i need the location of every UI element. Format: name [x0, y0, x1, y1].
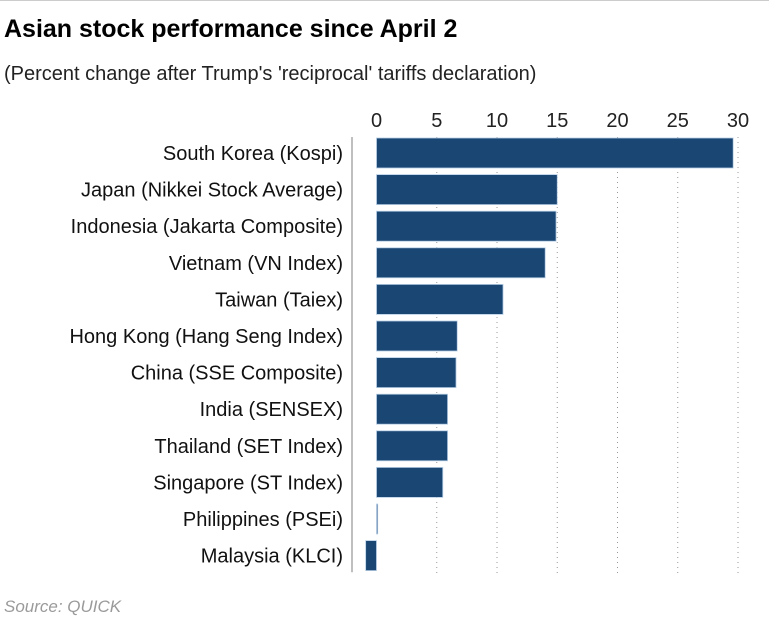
x-tick-label: 15	[546, 110, 568, 132]
bar	[376, 503, 379, 535]
bar	[376, 430, 448, 462]
category-label: Vietnam (VN Index)	[169, 253, 343, 275]
bar	[365, 540, 377, 571]
bar	[376, 466, 444, 498]
x-tick-label: 0	[371, 110, 382, 132]
category-label: Singapore (ST Index)	[153, 472, 343, 494]
category-label: South Korea (Kospi)	[163, 143, 343, 165]
bar	[376, 247, 546, 279]
x-tick-label: 10	[486, 110, 508, 132]
bar	[376, 393, 448, 425]
x-tick-label: 25	[667, 110, 689, 132]
category-label: India (SENSEX)	[200, 399, 343, 421]
bar	[376, 137, 734, 169]
x-tick-label: 20	[606, 110, 628, 132]
bar	[376, 174, 558, 206]
category-label: Thailand (SET Index)	[154, 436, 343, 458]
category-label: Philippines (PSEi)	[183, 509, 343, 531]
bar	[376, 357, 457, 389]
category-label: China (SSE Composite)	[131, 363, 343, 385]
bar	[376, 283, 504, 315]
category-label: Indonesia (Jakarta Composite)	[71, 216, 343, 238]
source-note: Source: QUICK	[4, 597, 122, 616]
category-label: Malaysia (KLCI)	[201, 546, 343, 568]
x-tick-label: 30	[727, 110, 749, 132]
bar	[376, 210, 557, 242]
category-label: Hong Kong (Hang Seng Index)	[69, 326, 343, 348]
bar	[376, 320, 458, 352]
category-label: Japan (Nikkei Stock Average)	[81, 180, 343, 202]
chart-subtitle: (Percent change after Trump's 'reciproca…	[4, 63, 537, 85]
category-label: Taiwan (Taiex)	[215, 289, 343, 311]
x-tick-label: 5	[431, 110, 442, 132]
chart-title: Asian stock performance since April 2	[4, 15, 458, 43]
